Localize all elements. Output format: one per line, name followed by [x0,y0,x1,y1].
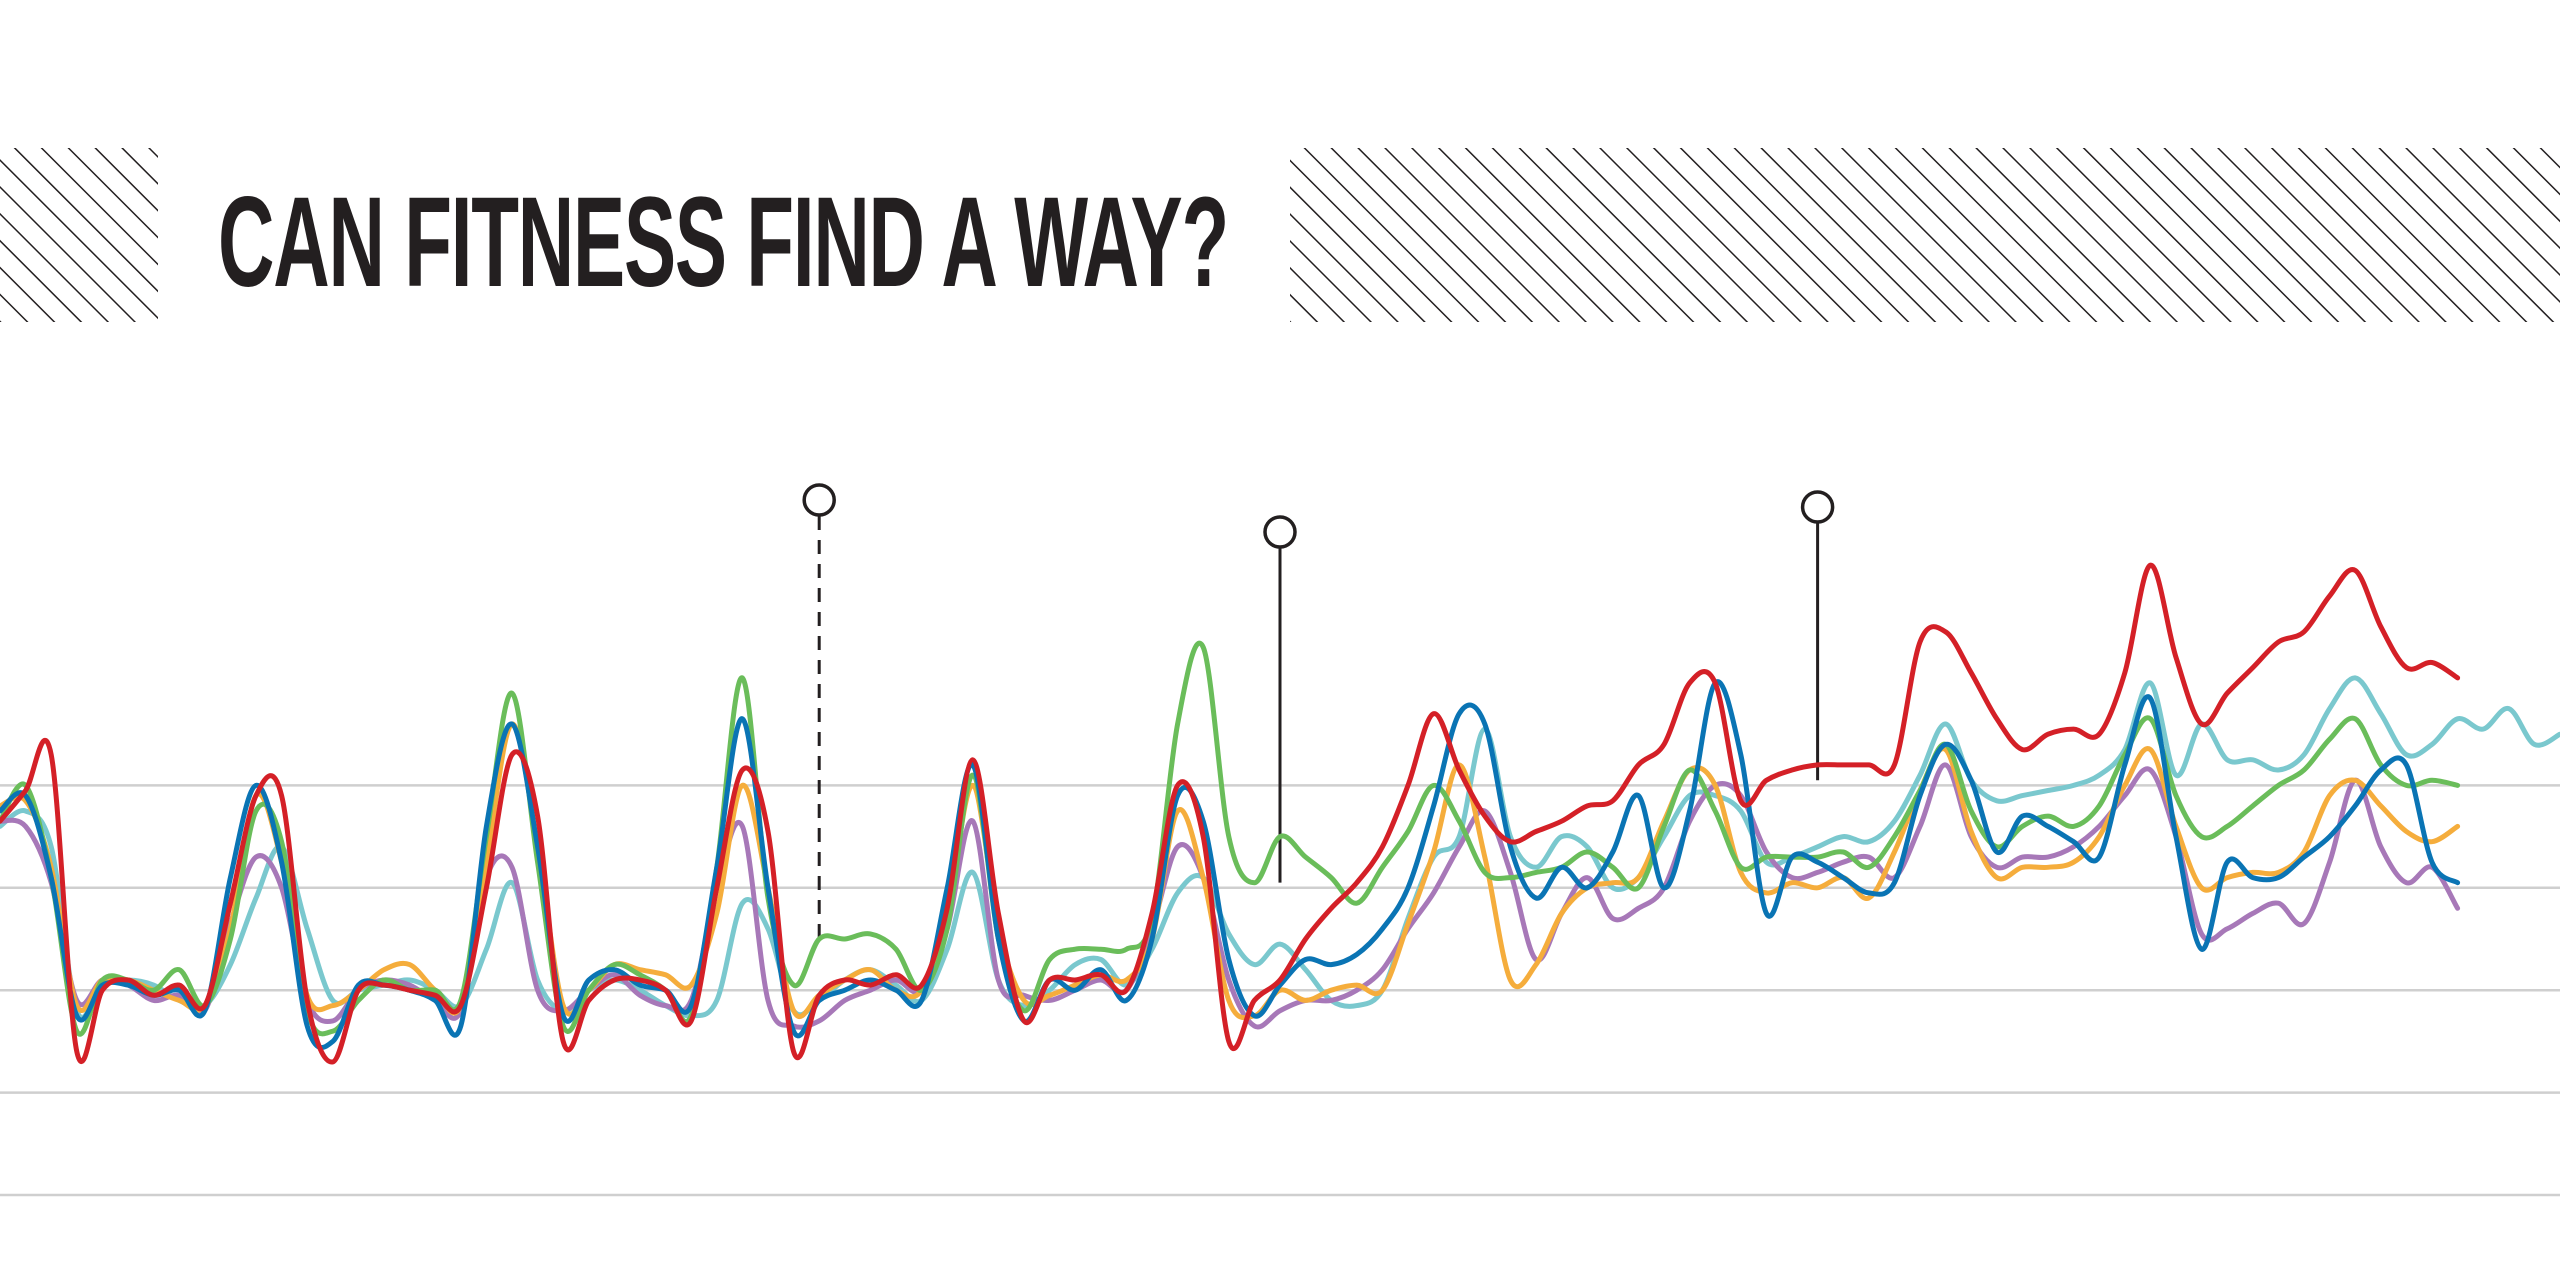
annotation-marker [802,483,836,517]
annotation-marker [1800,490,1835,524]
chart-title: CAN FITNESS FIND A WAY? [218,171,1228,314]
series-line-orange [0,721,2461,1021]
series-line-red [0,562,2461,1065]
series-lines [0,562,2560,1065]
series-line-cyan [0,675,2560,1020]
annotation-marker [1263,515,1297,549]
hatch-band-right [1290,148,2560,322]
hatch-band-left [0,148,158,322]
annotation-markers [802,483,1835,945]
